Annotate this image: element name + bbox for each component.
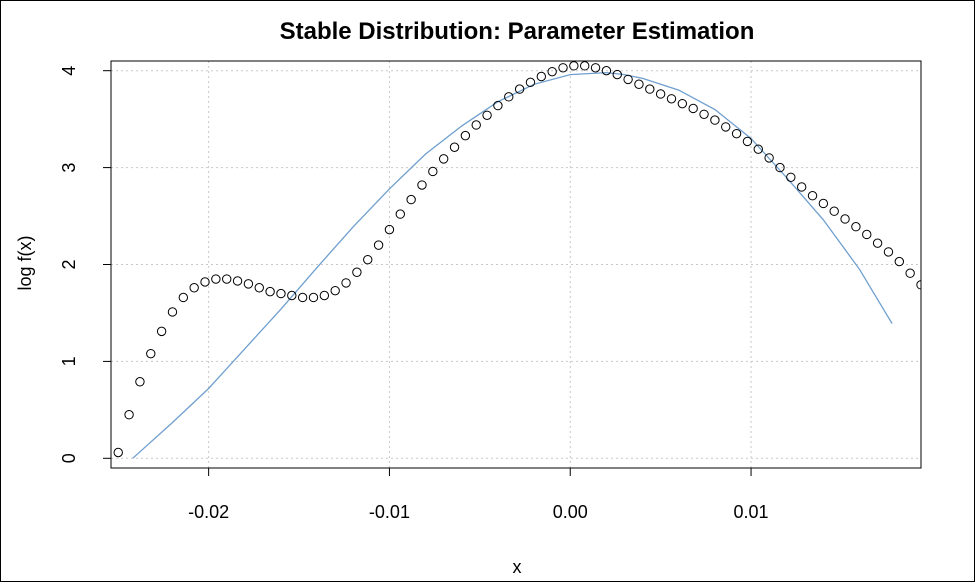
data-point — [753, 144, 763, 154]
data-point — [178, 292, 189, 303]
data-point — [254, 283, 264, 293]
data-point — [699, 109, 709, 119]
y-tick-label: 4 — [59, 66, 79, 76]
data-point — [493, 100, 503, 111]
data-point — [796, 182, 807, 192]
data-point — [417, 180, 427, 190]
data-point — [113, 447, 123, 458]
data-point — [243, 279, 254, 289]
data-point — [265, 286, 275, 297]
data-point — [655, 89, 666, 99]
data-point — [536, 71, 547, 82]
y-axis-label: log f(x) — [15, 235, 35, 290]
y-tick-label: 0 — [59, 453, 79, 463]
data-point — [623, 74, 633, 85]
data-point — [872, 238, 883, 248]
data-point — [482, 110, 492, 120]
data-point — [840, 214, 850, 224]
data-point — [330, 285, 340, 296]
data-point — [894, 256, 905, 267]
data-point — [851, 222, 861, 232]
data-point — [666, 94, 677, 104]
data-point — [471, 120, 481, 130]
data-point — [514, 84, 525, 94]
data-point — [222, 274, 232, 284]
data-point — [590, 63, 601, 73]
data-point — [775, 162, 785, 173]
x-axis-label: x — [513, 557, 522, 577]
y-tick-label: 3 — [59, 163, 79, 173]
y-tick-label: 1 — [59, 356, 79, 366]
data-point — [363, 254, 373, 265]
data-point — [764, 153, 774, 163]
data-point — [287, 290, 297, 301]
empirical-density-points — [113, 61, 921, 458]
data-point — [384, 224, 395, 235]
data-point — [558, 63, 568, 73]
data-point — [721, 122, 731, 132]
fitted-density-line — [132, 71, 893, 459]
x-tick-label: -0.01 — [369, 502, 410, 522]
data-point — [135, 377, 145, 387]
data-point — [460, 130, 471, 141]
data-point — [634, 79, 644, 89]
data-point — [124, 410, 134, 420]
data-point — [167, 307, 178, 317]
fit-line-path — [132, 71, 893, 459]
data-point — [211, 274, 221, 284]
data-point — [308, 292, 319, 303]
data-point — [504, 92, 514, 102]
data-point — [731, 128, 742, 139]
grid — [111, 61, 921, 468]
x-tick-label: 0.01 — [734, 502, 769, 522]
data-point — [807, 190, 818, 201]
axes: -0.02 -0.01 0.00 0.01 0 1 2 3 4 — [59, 60, 922, 522]
data-point — [612, 69, 622, 80]
data-point — [818, 198, 829, 209]
data-point — [688, 103, 698, 114]
data-point — [319, 290, 330, 301]
data-point — [297, 292, 308, 303]
data-point — [373, 240, 384, 250]
data-point — [862, 229, 872, 240]
data-point — [677, 98, 688, 109]
data-point — [525, 77, 536, 88]
data-point — [645, 84, 655, 94]
data-point — [580, 61, 590, 71]
data-point — [200, 277, 210, 287]
data-point — [742, 136, 753, 147]
data-point — [395, 209, 405, 219]
data-point — [905, 268, 915, 278]
data-point — [146, 348, 156, 359]
data-point — [189, 283, 199, 293]
data-point — [156, 326, 167, 337]
data-point — [232, 276, 243, 286]
data-point — [276, 288, 286, 299]
x-tick-label: 0.00 — [553, 502, 588, 522]
data-point — [883, 247, 894, 257]
data-point — [341, 278, 351, 288]
data-point — [406, 194, 416, 205]
data-point — [352, 267, 362, 277]
chart-title: Stable Distribution: Parameter Estimatio… — [280, 18, 755, 45]
y-tick-label: 2 — [59, 259, 79, 269]
data-point — [438, 154, 449, 164]
data-point — [786, 172, 796, 182]
data-point — [428, 166, 438, 177]
data-point — [829, 206, 839, 216]
x-tick-label: -0.02 — [188, 502, 229, 522]
data-point — [449, 142, 460, 152]
data-point — [547, 66, 557, 77]
data-point — [710, 115, 720, 125]
data-point — [601, 65, 612, 76]
data-point — [569, 61, 579, 71]
